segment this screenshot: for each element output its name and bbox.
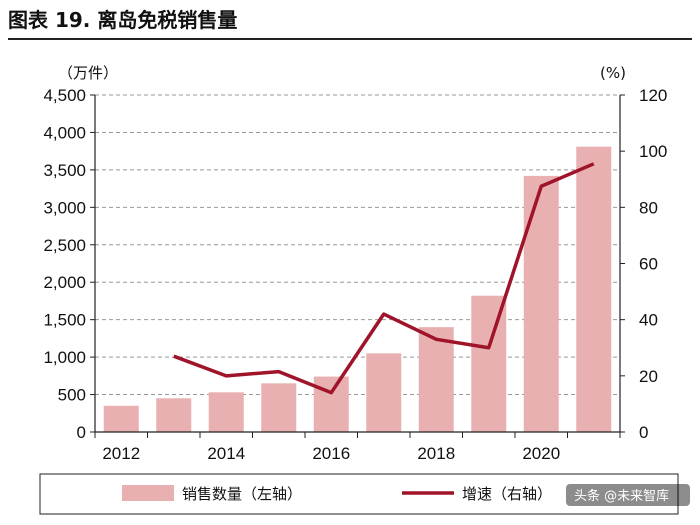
watermark: 头条 @未来智库 [566, 484, 690, 506]
legend-bar-swatch [122, 485, 174, 501]
right-tick-label: 40 [639, 311, 658, 330]
chart-title: 图表 19. 离岛免税销售量 [8, 8, 238, 32]
x-tick-label: 2012 [102, 444, 140, 463]
title-divider [8, 38, 692, 40]
watermark-bg [566, 484, 690, 506]
left-tick-label: 2,000 [43, 273, 86, 292]
left-tick-label: 1,500 [43, 311, 86, 330]
legend-line-label: 增速（右轴） [462, 485, 552, 503]
x-tick-label: 2016 [312, 444, 350, 463]
legend: 销售数量（左轴） 增速（右轴） [39, 473, 679, 515]
line-series [173, 162, 595, 395]
bar-2012 [103, 405, 139, 432]
bar-2020 [523, 175, 559, 432]
left-tick-label: 2,500 [43, 236, 86, 255]
watermark-text: 头条 @未来智库 [574, 488, 669, 504]
legend-bar-label: 销售数量（左轴） [182, 485, 302, 503]
axis-labels: 0 500 1,000 1,500 2,000 2,500 3,000 3,500 4,000 4… [43, 64, 667, 463]
x-tick-label: 2018 [417, 444, 455, 463]
right-tick-label: 120 [639, 86, 667, 105]
left-axis-unit: （万件） [58, 64, 118, 82]
x-tick-label: 2014 [207, 444, 245, 463]
bar-series [103, 146, 612, 432]
bar-2013 [156, 398, 192, 432]
bar-2015 [261, 383, 297, 432]
right-tick-label: 80 [639, 198, 658, 217]
right-tick-label: 60 [639, 255, 658, 274]
bar-2018 [418, 327, 454, 432]
left-tick-label: 4,000 [43, 123, 86, 142]
bar-2017 [366, 353, 402, 432]
bar-2019 [471, 295, 507, 432]
legend-box [39, 473, 679, 515]
left-tick-label: 500 [58, 386, 86, 405]
x-tick-label: 2020 [522, 444, 560, 463]
growth-line [173, 162, 595, 395]
left-tick-label: 0 [77, 423, 86, 442]
left-tick-label: 4,500 [43, 86, 86, 105]
right-axis-unit: (%) [600, 64, 626, 82]
right-tick-label: 100 [639, 142, 667, 161]
right-tick-label: 20 [639, 367, 658, 386]
bar-2014 [208, 392, 244, 432]
axes [90, 94, 625, 438]
right-tick-label: 0 [639, 423, 648, 442]
bar-2021 [576, 146, 612, 432]
bar-2016 [313, 376, 349, 432]
left-tick-label: 1,000 [43, 348, 86, 367]
left-tick-label: 3,500 [43, 161, 86, 180]
left-tick-label: 3,000 [43, 198, 86, 217]
